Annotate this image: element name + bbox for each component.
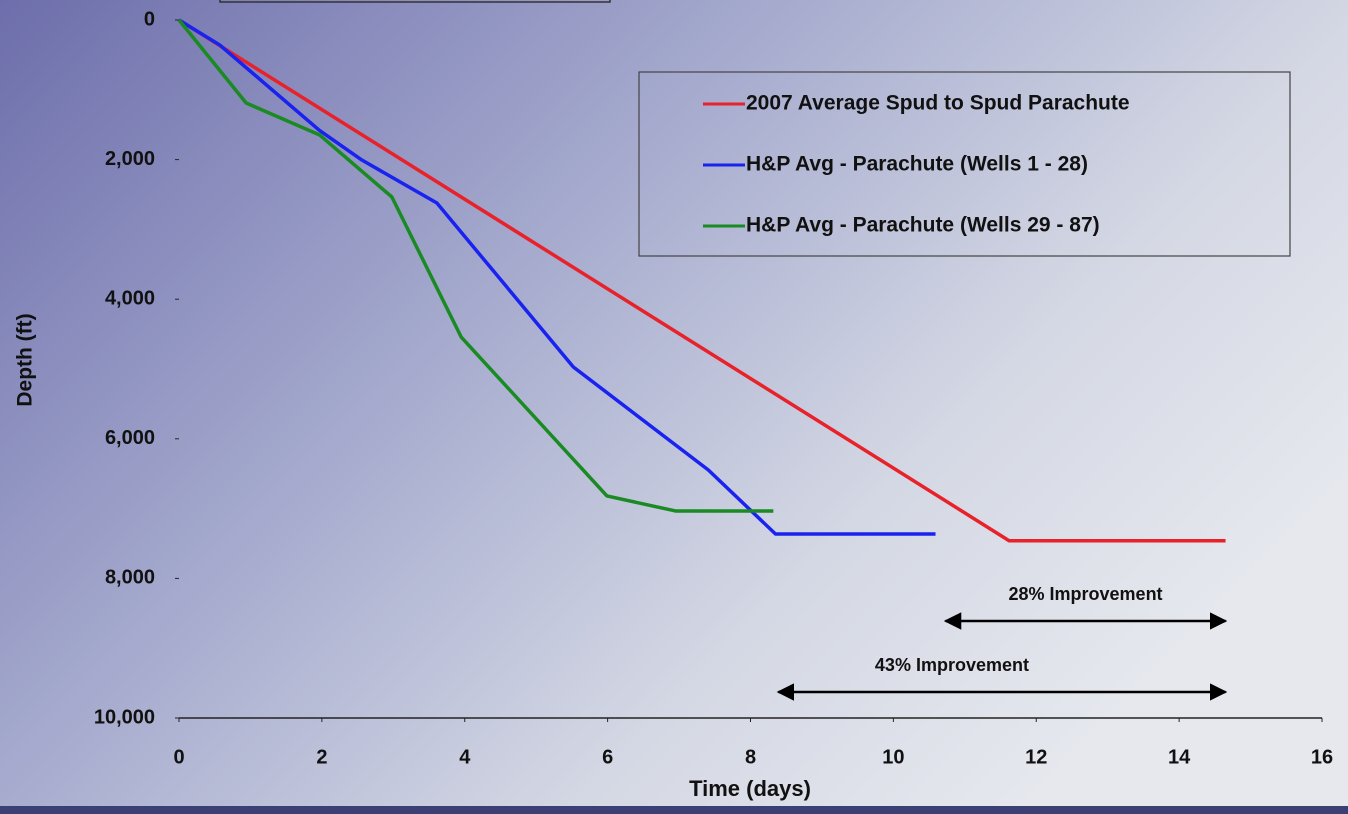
x-tick-label: 14 <box>1168 746 1191 768</box>
annotation: 28% Improvement <box>1009 584 1163 604</box>
top-box <box>219 0 611 3</box>
x-tick-label: 8 <box>745 746 756 768</box>
y-tick-label: 8,000 <box>105 567 155 589</box>
y-tick-label: 6,000 <box>105 427 155 449</box>
data-line <box>177 18 774 513</box>
bottom-band <box>0 806 1348 814</box>
x-tick-label: 4 <box>459 746 471 768</box>
legend-label: H&P Avg - Parachute (Wells 29 - 87) <box>746 214 1100 237</box>
legend-box <box>638 71 1291 257</box>
y-tick-label: 4,000 <box>105 287 155 309</box>
y-axis-label: Depth (ft) <box>14 313 37 406</box>
x-tick-label: 2 <box>316 746 327 768</box>
x-tick-label: 0 <box>173 746 184 768</box>
x-tick-label: 10 <box>882 746 904 768</box>
annotation: 43% Improvement <box>875 655 1029 675</box>
legend-label: 2007 Average Spud to Spud Parachute <box>746 92 1130 115</box>
x-axis-label: Time (days) <box>689 776 811 801</box>
y-tick-label: 10,000 <box>94 706 155 728</box>
x-tick-label: 6 <box>602 746 613 768</box>
legend-label: H&P Avg - Parachute (Wells 1 - 28) <box>746 153 1088 176</box>
y-tick-label: 2,000 <box>105 148 155 170</box>
x-tick-label: 12 <box>1025 746 1047 768</box>
x-tick-label: 16 <box>1311 746 1333 768</box>
data-line <box>178 18 1226 543</box>
y-tick-label: 0 <box>144 8 155 30</box>
